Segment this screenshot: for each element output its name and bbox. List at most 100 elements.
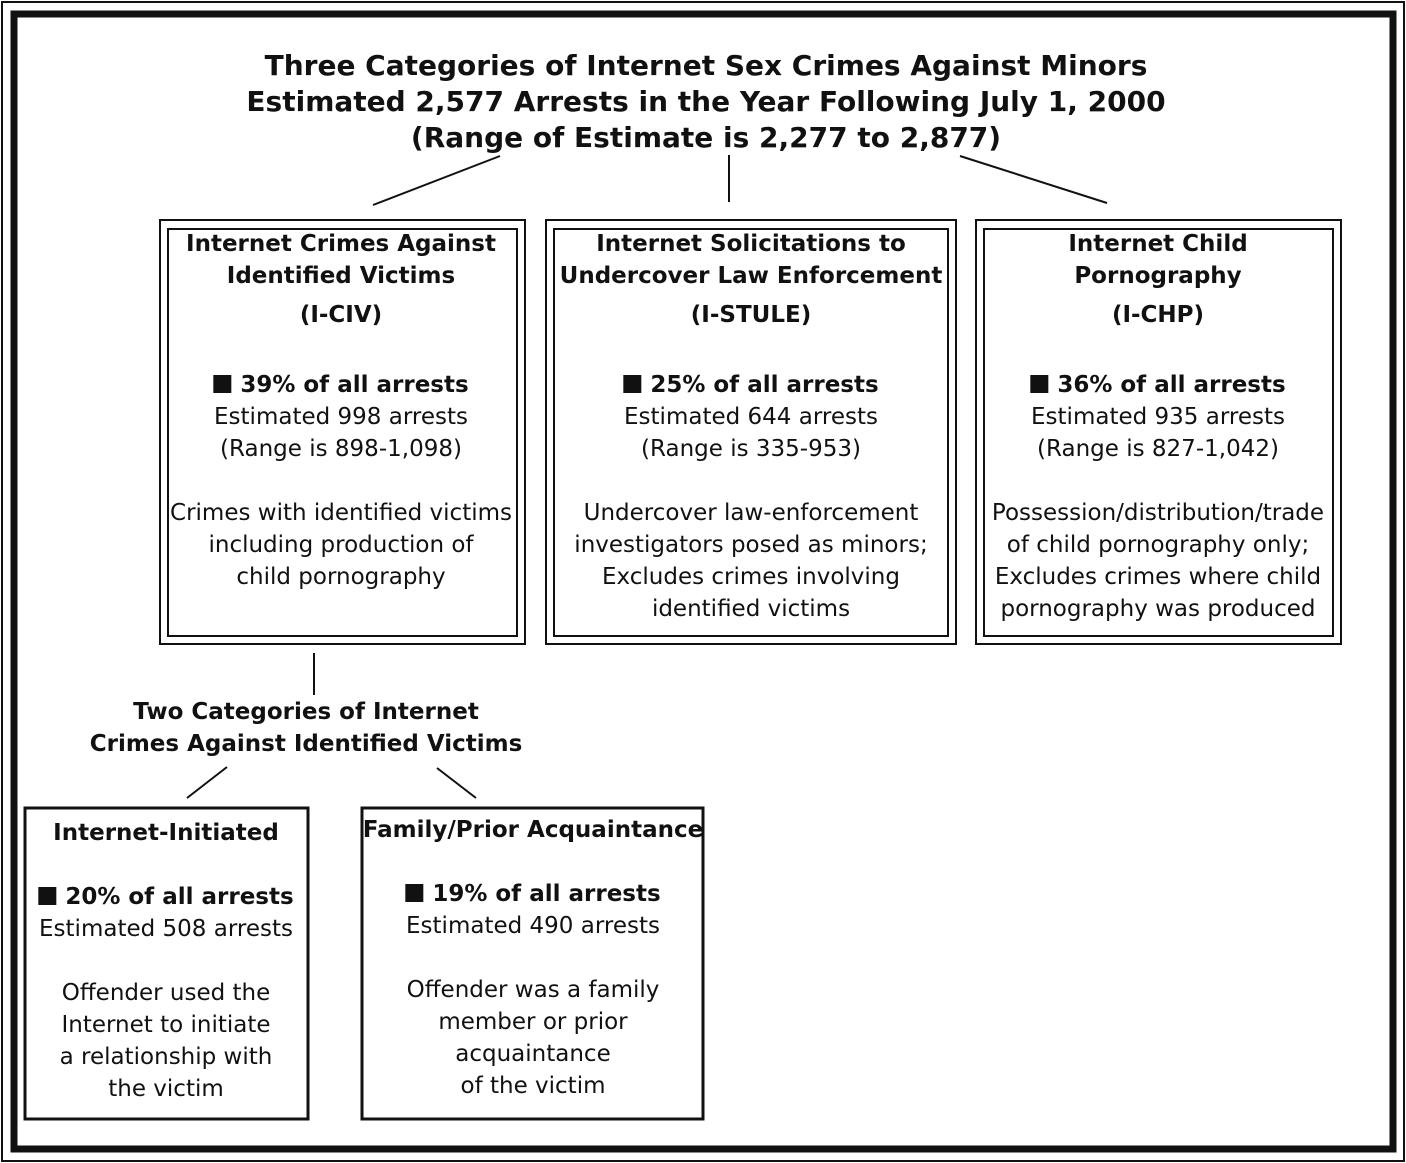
- box-title: Internet Solicitations to: [596, 229, 906, 259]
- subheading-text: Crimes Against Identified Victims: [89, 731, 523, 757]
- main-title-text: (Range of Estimate is 2,277 to 2,877): [410, 121, 1002, 154]
- box-title-text: Internet Solicitations to: [596, 231, 906, 257]
- box-description-text: of the victim: [460, 1073, 606, 1099]
- box-title-text: Internet-Initiated: [53, 820, 279, 846]
- box-title-text: Identified Victims: [226, 263, 456, 289]
- box-title: Internet Child: [1068, 229, 1247, 259]
- main-title: Three Categories of Internet Sex Crimes …: [265, 51, 1148, 81]
- box-code-text: (I-CHP): [1111, 302, 1205, 328]
- box-estimate: Estimated 935 arrests: [1031, 402, 1285, 432]
- box-share-text: 19% of all arrests: [432, 881, 661, 907]
- box-description-text: Offender was a family: [406, 977, 660, 1003]
- box-description: pornography was produced: [1000, 594, 1315, 624]
- box-title-text: Undercover Law Enforcement: [559, 263, 943, 289]
- box-description-text: Offender used the: [61, 980, 271, 1006]
- subheading-text: Two Categories of Internet: [133, 699, 479, 725]
- box-code-text: (I-STULE): [690, 302, 812, 328]
- box-share: 19% of all arrests: [405, 879, 661, 909]
- box-share: 25% of all arrests: [623, 370, 879, 400]
- box-description: identified victims: [652, 594, 850, 624]
- box-title-text: Pornography: [1074, 263, 1242, 289]
- box-range-text: (Range is 827-1,042): [1037, 436, 1279, 462]
- main-title-text: Estimated 2,577 Arrests in the Year Foll…: [246, 85, 1166, 118]
- box-estimate: Estimated 644 arrests: [624, 402, 878, 432]
- box-description: Possession/distribution/trade: [992, 498, 1324, 528]
- box-title: Undercover Law Enforcement: [560, 261, 943, 291]
- bullet-square: [623, 375, 642, 393]
- box-title-text: Internet Crimes Against: [186, 231, 496, 257]
- box-estimate: Estimated 508 arrests: [39, 914, 293, 944]
- box-description-text: Undercover law-enforcement: [583, 500, 919, 526]
- box-code: (I-STULE): [691, 300, 811, 330]
- box-title: Internet Crimes Against: [186, 229, 496, 259]
- box-description-text: Possession/distribution/trade: [991, 500, 1325, 526]
- box-description: member or prior: [438, 1007, 627, 1037]
- box-description: Excludes crimes involving: [602, 562, 900, 592]
- box-description: of child pornography only;: [1007, 530, 1309, 560]
- box-code-text: (I-CIV): [299, 302, 383, 328]
- box-description-text: pornography was produced: [1000, 596, 1316, 622]
- box-range-text: (Range is 898-1,098): [220, 436, 462, 462]
- bullet-square: [213, 375, 232, 393]
- box-range: (Range is 898-1,098): [220, 434, 462, 464]
- box-description-text: the victim: [108, 1076, 224, 1102]
- box-description: of the victim: [461, 1071, 606, 1101]
- subheading: Two Categories of Internet: [133, 697, 479, 727]
- box-description-text: acquaintance: [455, 1041, 611, 1067]
- box-description: investigators posed as minors;: [574, 530, 927, 560]
- box-range-text: (Range is 335-953): [641, 436, 861, 462]
- box-description-text: identified victims: [651, 596, 851, 622]
- box-share-text: 25% of all arrests: [650, 372, 879, 398]
- box-share: 20% of all arrests: [38, 882, 294, 912]
- box-estimate-text: Estimated 508 arrests: [39, 916, 293, 942]
- bullet-square: [38, 887, 57, 905]
- box-description-text: investigators posed as minors;: [574, 532, 928, 558]
- box-range: (Range is 827-1,042): [1037, 434, 1279, 464]
- box-description-text: Internet to initiate: [61, 1012, 271, 1038]
- box-description: Offender was a family: [407, 975, 660, 1005]
- main-title-text: Three Categories of Internet Sex Crimes …: [264, 49, 1148, 82]
- box-description: Undercover law-enforcement: [584, 498, 919, 528]
- box-title-text: Family/Prior Acquaintance: [362, 817, 704, 843]
- box-estimate: Estimated 490 arrests: [406, 911, 660, 941]
- bullet-square: [405, 884, 424, 902]
- box-description-text: Excludes crimes where child: [994, 564, 1322, 590]
- main-title: (Range of Estimate is 2,277 to 2,877): [411, 123, 1001, 153]
- subheading: Crimes Against Identified Victims: [90, 729, 523, 759]
- box-description-text: member or prior: [438, 1009, 628, 1035]
- bullet-square: [1030, 375, 1049, 393]
- box-description-text: child pornography: [236, 564, 446, 590]
- box-share: 39% of all arrests: [213, 370, 469, 400]
- box-share-text: 39% of all arrests: [240, 372, 469, 398]
- box-description-text: Crimes with identified victims: [170, 500, 512, 526]
- box-description: Offender used the: [62, 978, 271, 1008]
- box-description-text: a relationship with: [59, 1044, 273, 1070]
- box-share-text: 36% of all arrests: [1057, 372, 1286, 398]
- box-title: Internet-Initiated: [53, 818, 279, 848]
- box-description-text: Excludes crimes involving: [602, 564, 900, 590]
- box-description: Excludes crimes where child: [995, 562, 1321, 592]
- box-title: Family/Prior Acquaintance: [363, 815, 703, 845]
- box-estimate: Estimated 998 arrests: [214, 402, 468, 432]
- box-share: 36% of all arrests: [1030, 370, 1286, 400]
- box-description: child pornography: [236, 562, 445, 592]
- box-description: Internet to initiate: [61, 1010, 270, 1040]
- box-description: acquaintance: [455, 1039, 610, 1069]
- main-title: Estimated 2,577 Arrests in the Year Foll…: [246, 87, 1165, 117]
- box-estimate-text: Estimated 935 arrests: [1031, 404, 1285, 430]
- box-estimate-text: Estimated 998 arrests: [214, 404, 468, 430]
- box-description-text: including production of: [208, 532, 474, 558]
- box-description: Crimes with identified victims: [170, 498, 512, 528]
- box-description: a relationship with: [60, 1042, 273, 1072]
- box-description: including production of: [208, 530, 473, 560]
- box-range: (Range is 335-953): [641, 434, 861, 464]
- box-title: Identified Victims: [227, 261, 455, 291]
- box-estimate-text: Estimated 490 arrests: [406, 913, 660, 939]
- box-share-text: 20% of all arrests: [65, 884, 294, 910]
- box-description: the victim: [108, 1074, 224, 1104]
- box-description-text: of child pornography only;: [1006, 532, 1310, 558]
- box-code: (I-CIV): [300, 300, 382, 330]
- box-title-text: Internet Child: [1068, 231, 1248, 257]
